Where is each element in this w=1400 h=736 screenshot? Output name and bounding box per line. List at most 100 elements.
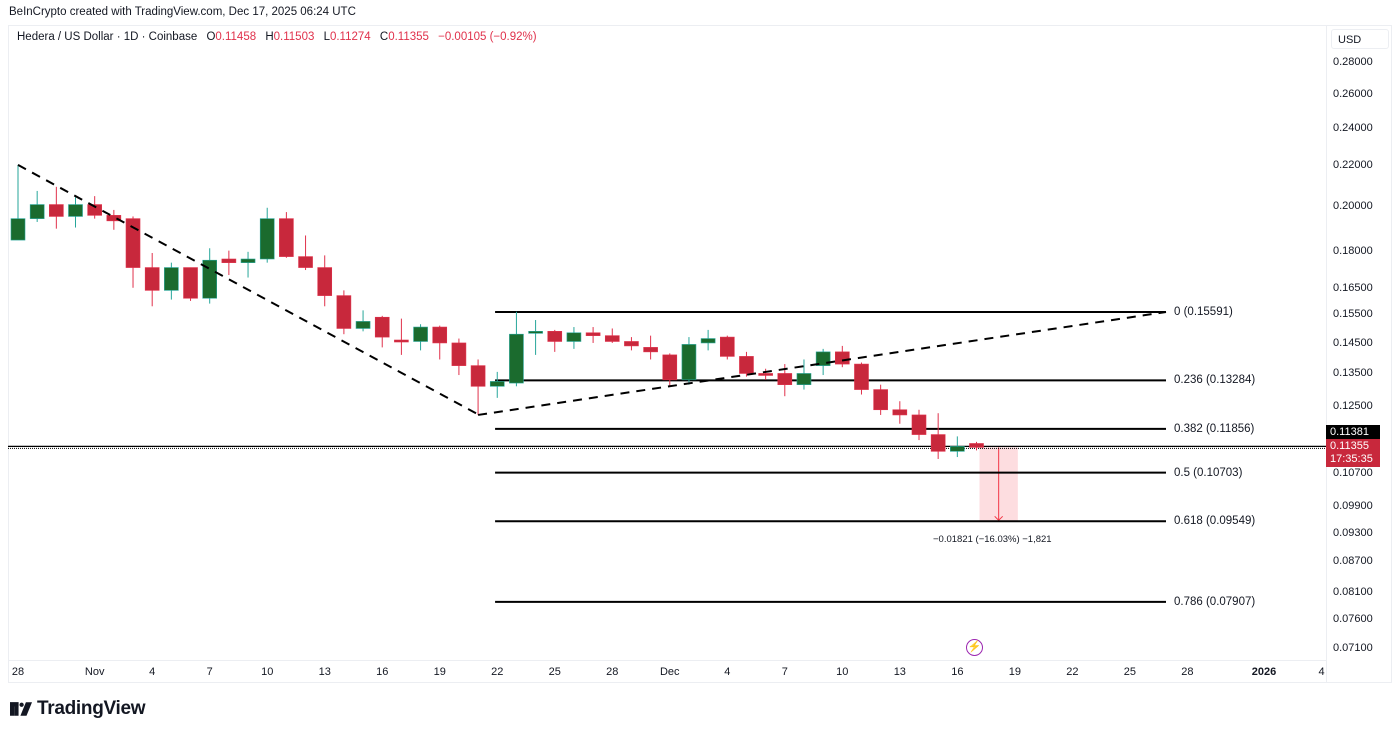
fib-level-label: 0.5 (0.10703) xyxy=(1174,466,1243,479)
candle-up[interactable] xyxy=(259,218,275,260)
candle-up[interactable] xyxy=(10,218,26,241)
open-value: 0.11458 xyxy=(215,31,257,43)
last-price-tag: 0.11355 17:35:35 xyxy=(1326,439,1380,467)
high-value: 0.11503 xyxy=(273,31,315,43)
candle-up[interactable] xyxy=(528,331,543,334)
time-tick: 4 xyxy=(724,666,731,678)
fib-level-label: 0.786 (0.07907) xyxy=(1174,595,1256,608)
time-tick: Dec xyxy=(659,666,680,678)
candle-down[interactable] xyxy=(739,356,754,374)
tradingview-logo-icon xyxy=(10,702,32,716)
candle-down[interactable] xyxy=(432,326,448,344)
candle-down[interactable] xyxy=(106,215,122,222)
time-tick: 7 xyxy=(206,666,213,678)
candle-down[interactable] xyxy=(719,336,735,357)
candle-down[interactable] xyxy=(854,363,869,390)
time-tick: Nov xyxy=(84,666,105,678)
candle-down[interactable] xyxy=(451,342,467,366)
candle-up[interactable] xyxy=(413,326,428,342)
candle-down[interactable] xyxy=(969,443,984,448)
candle-down[interactable] xyxy=(317,267,333,296)
candle-up[interactable] xyxy=(700,338,716,344)
candle-down[interactable] xyxy=(49,204,64,217)
price-tick: 0.28000 xyxy=(1333,55,1373,68)
candle-up[interactable] xyxy=(796,373,812,385)
candle-down[interactable] xyxy=(125,218,141,268)
time-tick: 10 xyxy=(836,666,849,678)
candle-down[interactable] xyxy=(298,256,313,268)
candle-down[interactable] xyxy=(624,341,639,347)
price-tick: 0.07600 xyxy=(1333,612,1373,625)
tradingview-logo[interactable]: TradingView xyxy=(10,698,146,720)
candle-down[interactable] xyxy=(585,332,601,336)
candle-up[interactable] xyxy=(509,333,524,384)
low-label: L xyxy=(323,31,330,43)
candle-down[interactable] xyxy=(930,434,946,452)
candle-down[interactable] xyxy=(183,267,198,299)
price-tick: 0.20000 xyxy=(1333,199,1373,212)
time-tick: 22 xyxy=(491,666,504,678)
time-tick: 19 xyxy=(1008,666,1021,678)
price-tick: 0.13500 xyxy=(1333,367,1373,380)
price-axis[interactable] xyxy=(1326,26,1393,682)
candle-up[interactable] xyxy=(240,258,256,263)
bar-countdown: 17:35:35 xyxy=(1330,453,1373,465)
time-tick: 7 xyxy=(781,666,788,678)
candle-down[interactable] xyxy=(394,339,409,343)
candle-down[interactable] xyxy=(758,373,773,376)
candle-up[interactable] xyxy=(950,446,965,452)
candle-up[interactable] xyxy=(68,204,83,217)
candle-down[interactable] xyxy=(777,373,793,385)
time-axis[interactable] xyxy=(8,660,1326,683)
time-tick: 2026 xyxy=(1251,666,1277,678)
candle-down[interactable] xyxy=(144,267,160,291)
candle-down[interactable] xyxy=(643,347,658,353)
dashed-trendline[interactable] xyxy=(477,310,1167,416)
candle-down[interactable] xyxy=(835,351,850,365)
time-tick: 16 xyxy=(951,666,964,678)
candle-down[interactable] xyxy=(662,354,678,381)
candle-down[interactable] xyxy=(911,414,927,435)
time-tick: 19 xyxy=(433,666,446,678)
dashed-trendline[interactable] xyxy=(17,164,480,416)
chart-frame xyxy=(8,25,1392,683)
candle-down[interactable] xyxy=(470,365,486,387)
candle-up[interactable] xyxy=(355,321,371,329)
crosshair-price-tag: 0.11381 xyxy=(1326,425,1380,439)
candle-up[interactable] xyxy=(681,344,697,381)
time-tick: 4 xyxy=(149,666,156,678)
low-value: 0.11274 xyxy=(329,31,371,43)
candle-up[interactable] xyxy=(164,267,179,291)
symbol-legend: Hedera / US Dollar · 1D · Coinbase O0.11… xyxy=(17,31,537,43)
chart-credit: BeInCrypto created with TradingView.com,… xyxy=(9,6,356,18)
lightning-bolt-icon[interactable]: ⚡ xyxy=(966,639,983,656)
candle-down[interactable] xyxy=(604,335,620,342)
candle-up[interactable] xyxy=(29,204,45,219)
candle-down[interactable] xyxy=(374,316,390,338)
price-tick: 0.22000 xyxy=(1333,158,1373,171)
currency-button[interactable]: USD xyxy=(1331,29,1389,49)
price-tick: 0.24000 xyxy=(1333,121,1373,134)
candle-up[interactable] xyxy=(566,332,582,342)
candle-up[interactable] xyxy=(202,259,217,299)
arrow-head-icon xyxy=(994,515,1004,522)
candle-down[interactable] xyxy=(547,331,563,342)
fib-level-label: 0.236 (0.13284) xyxy=(1174,374,1256,387)
time-tick: 10 xyxy=(261,666,274,678)
candle-down[interactable] xyxy=(279,218,294,257)
last-price-value: 0.11355 xyxy=(1330,440,1369,452)
candle-down[interactable] xyxy=(873,389,888,411)
candle-down[interactable] xyxy=(221,258,237,263)
fib-level-label: 0.618 (0.09549) xyxy=(1174,515,1256,528)
price-tick: 0.07100 xyxy=(1333,641,1373,654)
candle-down[interactable] xyxy=(336,295,352,329)
candle-down[interactable] xyxy=(87,204,102,216)
time-tick: 28 xyxy=(11,666,25,678)
price-tick: 0.14500 xyxy=(1333,336,1373,349)
candle-down[interactable] xyxy=(892,409,908,416)
symbol-title[interactable]: Hedera / US Dollar · 1D · Coinbase xyxy=(17,31,198,43)
candle-up[interactable] xyxy=(489,381,505,387)
fib-level-label: 0 (0.15591) xyxy=(1174,305,1233,318)
time-tick: 16 xyxy=(376,666,389,678)
